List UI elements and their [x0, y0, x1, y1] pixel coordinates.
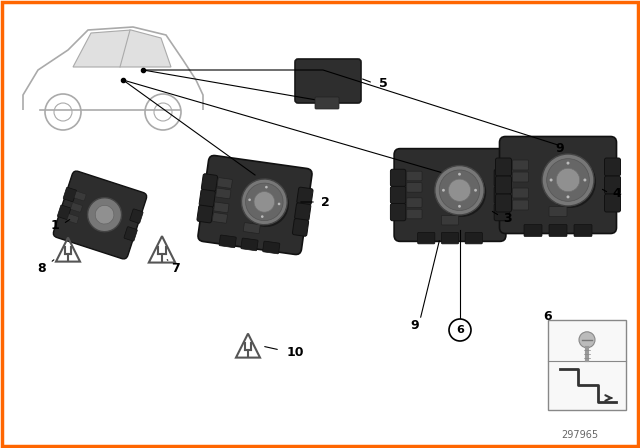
Circle shape [566, 195, 570, 198]
Circle shape [474, 189, 477, 192]
FancyBboxPatch shape [294, 203, 311, 220]
Text: 2: 2 [321, 195, 330, 208]
FancyBboxPatch shape [495, 194, 511, 212]
Circle shape [547, 159, 589, 201]
Circle shape [265, 186, 268, 189]
Circle shape [88, 198, 122, 232]
FancyBboxPatch shape [216, 188, 231, 199]
Text: 7: 7 [171, 262, 179, 275]
Text: 10: 10 [286, 345, 304, 358]
Circle shape [248, 198, 251, 201]
FancyBboxPatch shape [199, 190, 216, 207]
FancyBboxPatch shape [295, 59, 361, 103]
FancyBboxPatch shape [495, 176, 511, 194]
FancyBboxPatch shape [494, 203, 509, 221]
FancyBboxPatch shape [214, 202, 229, 213]
Circle shape [458, 173, 461, 176]
Circle shape [278, 202, 280, 205]
Text: 1: 1 [51, 219, 60, 232]
FancyBboxPatch shape [63, 187, 77, 202]
FancyBboxPatch shape [513, 200, 529, 210]
Circle shape [449, 319, 471, 341]
FancyBboxPatch shape [219, 235, 236, 248]
FancyBboxPatch shape [53, 171, 147, 259]
Circle shape [556, 168, 580, 192]
FancyBboxPatch shape [67, 214, 79, 224]
FancyBboxPatch shape [124, 227, 138, 241]
FancyBboxPatch shape [58, 205, 71, 220]
FancyBboxPatch shape [605, 158, 621, 176]
Text: 6: 6 [456, 325, 464, 335]
FancyBboxPatch shape [407, 209, 422, 219]
Text: 297965: 297965 [561, 430, 598, 440]
FancyBboxPatch shape [315, 97, 339, 109]
FancyBboxPatch shape [494, 186, 509, 204]
FancyBboxPatch shape [292, 219, 308, 236]
FancyBboxPatch shape [513, 172, 529, 182]
Circle shape [435, 166, 484, 215]
Circle shape [261, 215, 264, 218]
FancyBboxPatch shape [390, 169, 406, 186]
FancyBboxPatch shape [499, 137, 616, 233]
Circle shape [254, 192, 275, 212]
FancyBboxPatch shape [549, 224, 567, 237]
FancyBboxPatch shape [262, 241, 280, 254]
FancyBboxPatch shape [513, 160, 529, 170]
Text: 3: 3 [504, 211, 512, 224]
Circle shape [566, 162, 570, 164]
FancyBboxPatch shape [407, 183, 422, 192]
FancyBboxPatch shape [418, 233, 435, 244]
Circle shape [95, 205, 114, 224]
FancyBboxPatch shape [605, 194, 621, 212]
Circle shape [579, 332, 595, 348]
Circle shape [449, 179, 470, 201]
Circle shape [241, 179, 287, 225]
FancyBboxPatch shape [217, 177, 232, 188]
Text: 6: 6 [544, 310, 552, 323]
Circle shape [243, 181, 289, 227]
Text: 9: 9 [411, 319, 419, 332]
Circle shape [458, 205, 461, 208]
FancyBboxPatch shape [394, 149, 506, 241]
Text: 9: 9 [556, 142, 564, 155]
FancyBboxPatch shape [241, 238, 258, 251]
FancyBboxPatch shape [197, 205, 213, 223]
FancyBboxPatch shape [605, 176, 621, 194]
Text: 4: 4 [612, 186, 621, 199]
Text: 8: 8 [38, 262, 46, 275]
FancyBboxPatch shape [130, 209, 143, 223]
FancyBboxPatch shape [494, 169, 509, 186]
Circle shape [550, 178, 552, 181]
FancyBboxPatch shape [524, 224, 542, 237]
Circle shape [542, 154, 594, 206]
FancyBboxPatch shape [495, 158, 511, 176]
FancyBboxPatch shape [202, 174, 218, 191]
FancyBboxPatch shape [549, 207, 567, 216]
FancyBboxPatch shape [442, 215, 459, 225]
Circle shape [437, 168, 486, 217]
FancyBboxPatch shape [574, 224, 592, 237]
Circle shape [442, 189, 445, 192]
Circle shape [584, 178, 586, 181]
FancyBboxPatch shape [390, 203, 406, 221]
FancyBboxPatch shape [70, 202, 83, 212]
FancyBboxPatch shape [407, 171, 422, 181]
Circle shape [439, 170, 480, 211]
FancyBboxPatch shape [74, 191, 86, 201]
FancyBboxPatch shape [442, 233, 459, 244]
Text: 5: 5 [379, 77, 387, 90]
Circle shape [246, 183, 283, 220]
FancyBboxPatch shape [243, 223, 260, 233]
Circle shape [544, 156, 596, 208]
FancyBboxPatch shape [297, 187, 313, 205]
FancyBboxPatch shape [212, 212, 227, 223]
FancyBboxPatch shape [407, 198, 422, 207]
FancyBboxPatch shape [548, 320, 626, 410]
FancyBboxPatch shape [390, 186, 406, 204]
FancyBboxPatch shape [465, 233, 483, 244]
FancyBboxPatch shape [198, 155, 312, 254]
FancyBboxPatch shape [513, 188, 529, 198]
Polygon shape [73, 30, 171, 67]
